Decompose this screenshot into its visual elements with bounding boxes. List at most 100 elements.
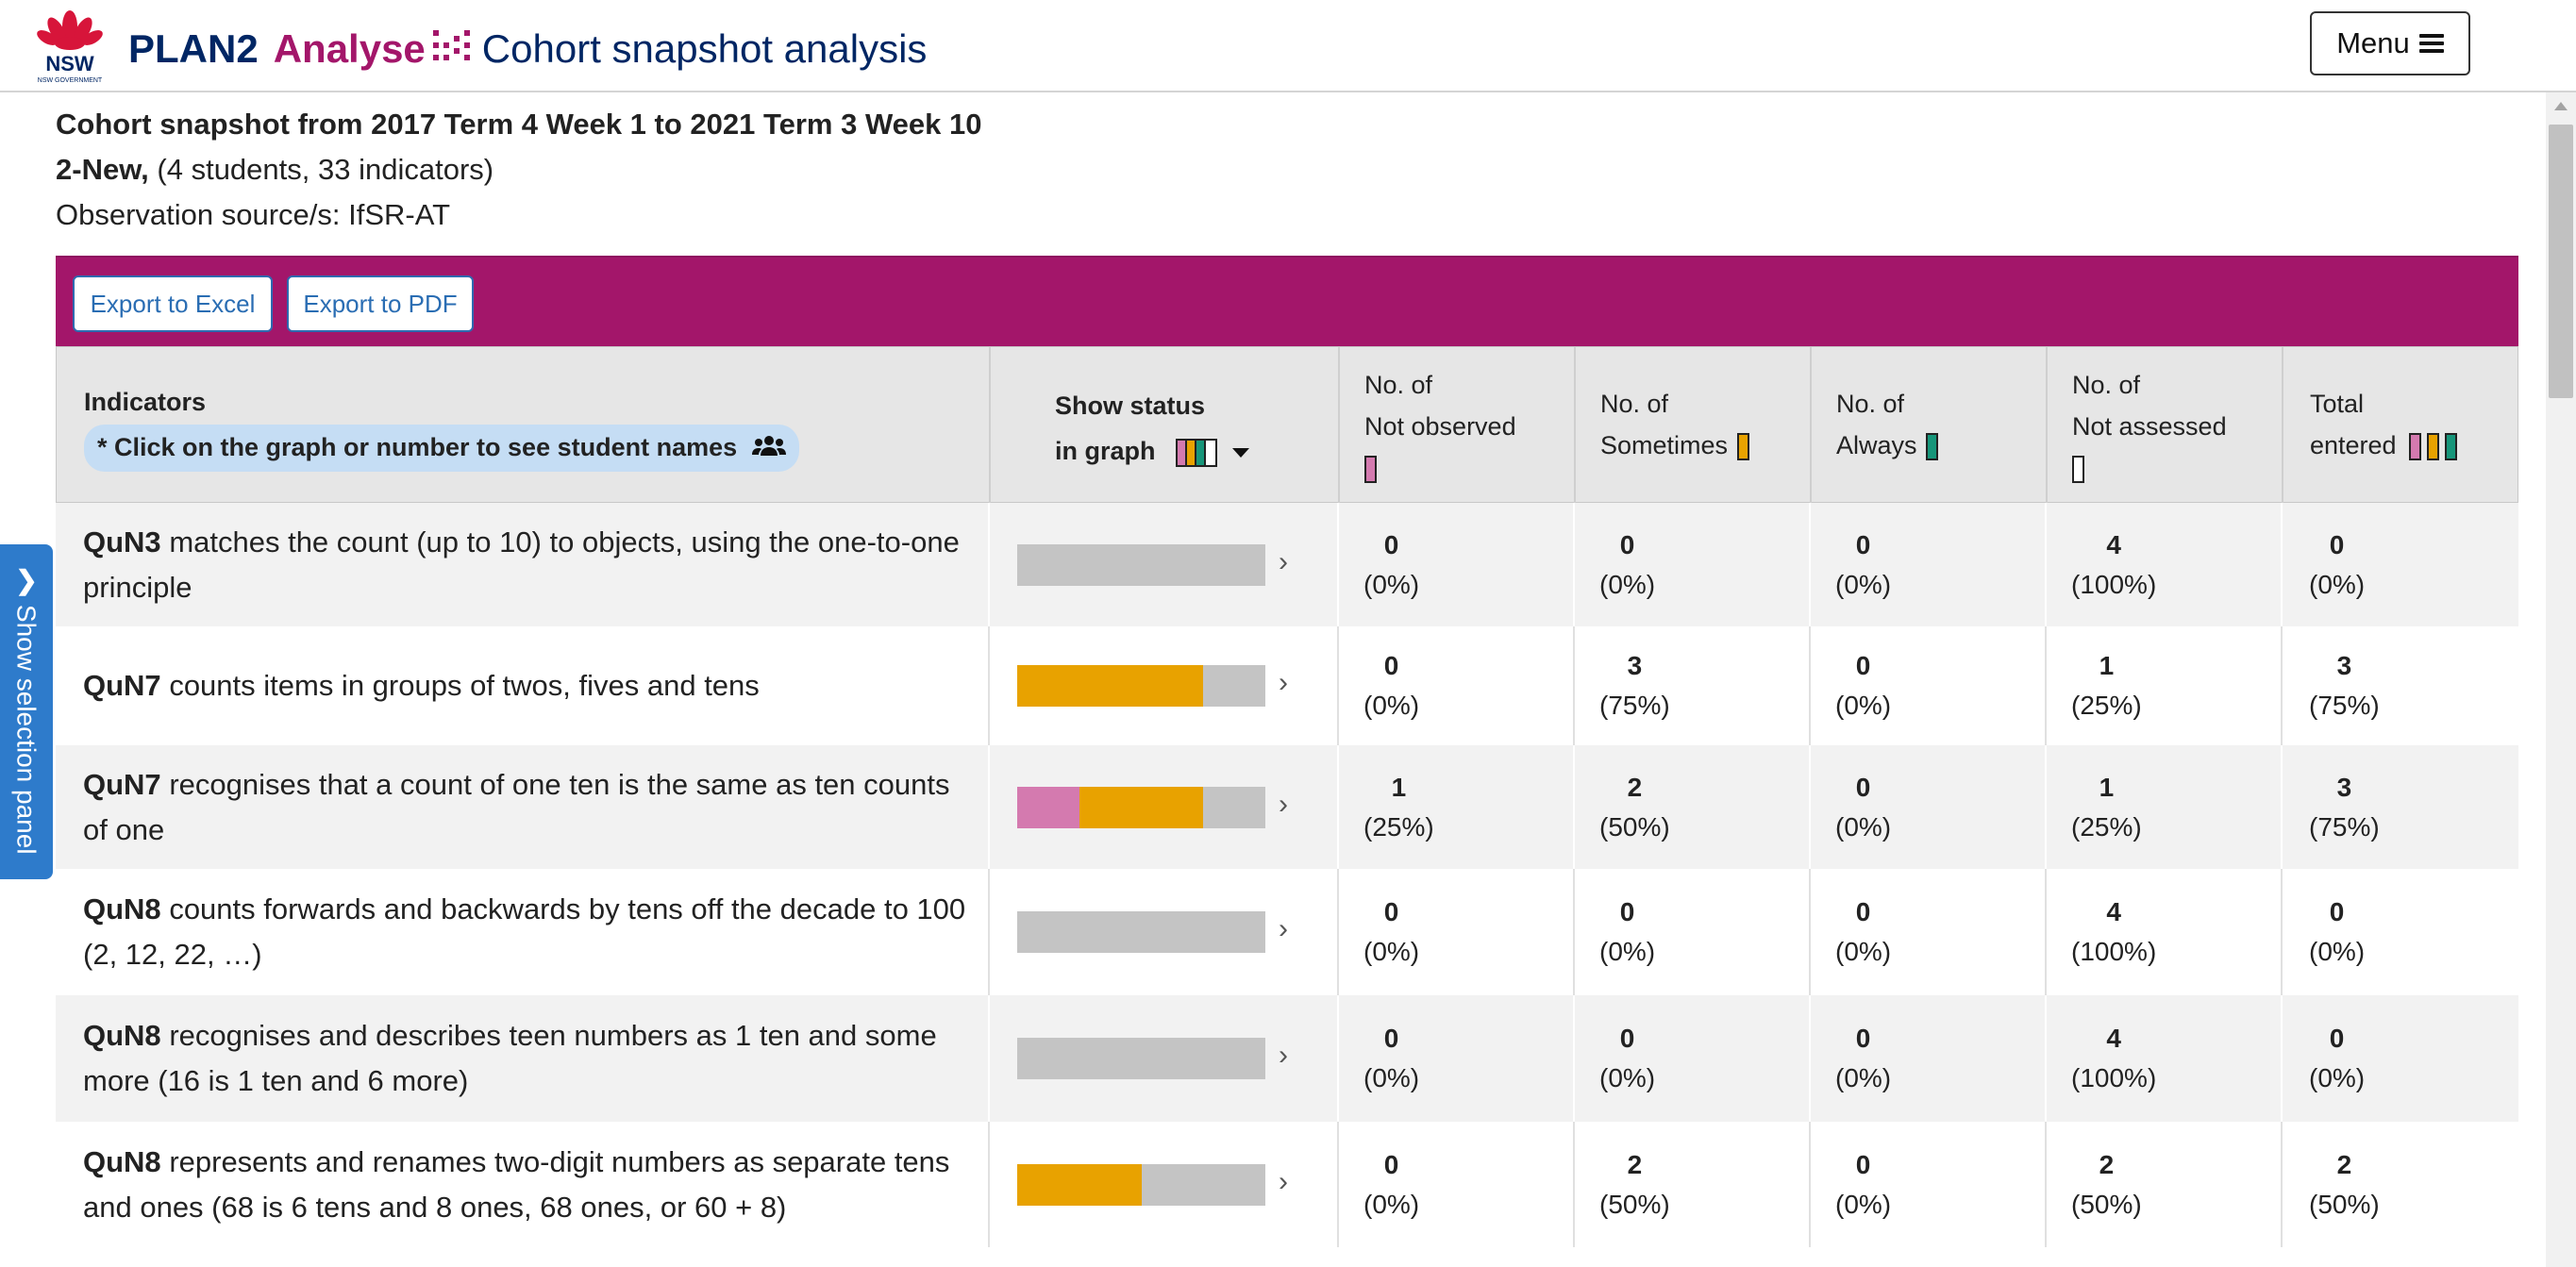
scroll-up-arrow-icon[interactable] (2554, 102, 2568, 110)
count-not-assessed[interactable]: 1 (25%) (2071, 768, 2142, 847)
bar-segment-not-assessed[interactable] (1141, 1164, 1265, 1206)
bar-segment-not-observed[interactable] (1017, 787, 1079, 828)
count-value[interactable]: 0 (1383, 1024, 1399, 1053)
count-value[interactable]: 0 (1855, 773, 1871, 802)
scrollbar-thumb[interactable] (2549, 125, 2573, 398)
count-sometimes[interactable]: 0 (0%) (1599, 525, 1655, 605)
count-always[interactable]: 0 (0%) (1835, 768, 1891, 847)
click-hint: * Click on the graph or number to see st… (84, 425, 799, 472)
bar-segment-sometimes[interactable] (1017, 1164, 1142, 1206)
header-show-status[interactable]: Show status in graph (989, 347, 1338, 504)
header-not-assessed[interactable]: No. of Not assessed (2046, 347, 2282, 504)
count-value[interactable]: 0 (1855, 897, 1871, 926)
show-selection-panel-tab[interactable]: ❯ Show selection panel (0, 544, 53, 879)
vertical-scrollbar[interactable] (2546, 92, 2576, 1267)
nsw-government-logo[interactable]: NSW NSW GOVERNMENT (34, 6, 106, 85)
status-bar-graph[interactable] (1017, 1164, 1265, 1206)
count-not-observed[interactable]: 1 (25%) (1363, 768, 1434, 847)
count-not-observed[interactable]: 0 (0%) (1363, 1145, 1419, 1225)
count-total[interactable]: 0 (0%) (2309, 1019, 2365, 1098)
menu-button[interactable]: Menu (2310, 11, 2470, 75)
count-total[interactable]: 2 (50%) (2309, 1145, 2380, 1225)
count-always[interactable]: 0 (0%) (1835, 646, 1891, 725)
count-value[interactable]: 0 (1855, 651, 1871, 680)
count-percent: (0%) (1599, 1063, 1656, 1092)
count-value[interactable]: 2 (2099, 1150, 2115, 1179)
header-not-observed[interactable]: No. of Not observed (1338, 347, 1574, 504)
chevron-right-icon[interactable]: › (1279, 1040, 1288, 1071)
bar-segment-not-assessed[interactable] (1203, 787, 1265, 828)
count-sometimes[interactable]: 2 (50%) (1599, 768, 1670, 847)
count-total[interactable]: 3 (75%) (2309, 768, 2380, 847)
bar-segment-not-assessed[interactable] (1017, 544, 1265, 586)
count-value[interactable]: 1 (2099, 773, 2115, 802)
bar-segment-sometimes[interactable] (1079, 787, 1204, 828)
status-bar-graph[interactable] (1017, 1038, 1265, 1079)
status-bar-graph[interactable] (1017, 665, 1265, 707)
bar-segment-not-assessed[interactable] (1017, 911, 1265, 953)
count-not-observed[interactable]: 0 (0%) (1363, 525, 1419, 605)
chevron-right-icon[interactable]: › (1279, 913, 1288, 944)
count-value[interactable]: 0 (1855, 1150, 1871, 1179)
count-value[interactable]: 0 (2329, 1024, 2345, 1053)
count-value[interactable]: 3 (2336, 651, 2352, 680)
status-bar-graph[interactable] (1017, 911, 1265, 953)
header-sometimes[interactable]: No. of Sometimes (1574, 347, 1810, 504)
count-not-assessed[interactable]: 4 (100%) (2071, 525, 2156, 605)
count-not-assessed[interactable]: 2 (50%) (2071, 1145, 2142, 1225)
chevron-right-icon[interactable]: › (1279, 667, 1288, 698)
count-total[interactable]: 0 (0%) (2309, 525, 2365, 605)
count-value[interactable]: 3 (1627, 651, 1643, 680)
chevron-right-icon[interactable]: › (1279, 546, 1288, 577)
count-total[interactable]: 3 (75%) (2309, 646, 2380, 725)
bar-segment-not-assessed[interactable] (1203, 665, 1265, 707)
count-not-assessed[interactable]: 4 (100%) (2071, 892, 2156, 972)
count-value[interactable]: 0 (1383, 651, 1399, 680)
count-sometimes[interactable]: 3 (75%) (1599, 646, 1670, 725)
status-bar-graph[interactable] (1017, 544, 1265, 586)
export-pdf-button[interactable]: Export to PDF (287, 275, 474, 332)
count-not-observed[interactable]: 0 (0%) (1363, 646, 1419, 725)
count-value[interactable]: 0 (1855, 1024, 1871, 1053)
count-not-observed[interactable]: 0 (0%) (1363, 892, 1419, 972)
count-value[interactable]: 0 (1383, 1150, 1399, 1179)
count-value[interactable]: 4 (2106, 897, 2121, 926)
count-value[interactable]: 0 (1383, 897, 1399, 926)
count-value[interactable]: 2 (2336, 1150, 2352, 1179)
count-value[interactable]: 0 (1619, 530, 1635, 559)
count-not-assessed[interactable]: 4 (100%) (2071, 1019, 2156, 1098)
header-always[interactable]: No. of Always (1810, 347, 2046, 504)
count-always[interactable]: 0 (0%) (1835, 892, 1891, 972)
count-value[interactable]: 4 (2106, 530, 2121, 559)
count-value[interactable]: 1 (1391, 773, 1407, 802)
count-always[interactable]: 0 (0%) (1835, 1145, 1891, 1225)
count-value[interactable]: 0 (1855, 530, 1871, 559)
count-value[interactable]: 0 (1619, 897, 1635, 926)
bar-segment-sometimes[interactable] (1017, 665, 1204, 707)
count-value[interactable]: 0 (2329, 530, 2345, 559)
count-value[interactable]: 2 (1627, 773, 1643, 802)
count-total[interactable]: 0 (0%) (2309, 892, 2365, 972)
count-value[interactable]: 0 (2329, 897, 2345, 926)
count-not-assessed[interactable]: 1 (25%) (2071, 646, 2142, 725)
status-bar-graph[interactable] (1017, 787, 1265, 828)
header-total-entered[interactable]: Total entered (2282, 347, 2517, 504)
count-value[interactable]: 0 (1619, 1024, 1635, 1053)
chevron-right-icon[interactable]: › (1279, 789, 1288, 820)
count-sometimes[interactable]: 0 (0%) (1599, 892, 1655, 972)
count-value[interactable]: 1 (2099, 651, 2115, 680)
bar-segment-not-assessed[interactable] (1017, 1038, 1265, 1079)
caret-down-icon[interactable] (1231, 447, 1249, 458)
count-value[interactable]: 3 (2336, 773, 2352, 802)
count-not-observed[interactable]: 0 (0%) (1363, 1019, 1419, 1098)
export-excel-button[interactable]: Export to Excel (73, 275, 273, 332)
count-always[interactable]: 0 (0%) (1835, 525, 1891, 605)
count-value[interactable]: 0 (1383, 530, 1399, 559)
count-sometimes[interactable]: 2 (50%) (1599, 1145, 1670, 1225)
count-value[interactable]: 2 (1627, 1150, 1643, 1179)
count-sometimes[interactable]: 0 (0%) (1599, 1019, 1655, 1098)
column-divider (2045, 869, 2047, 995)
chevron-right-icon[interactable]: › (1279, 1166, 1288, 1197)
count-always[interactable]: 0 (0%) (1835, 1019, 1891, 1098)
count-value[interactable]: 4 (2106, 1024, 2121, 1053)
